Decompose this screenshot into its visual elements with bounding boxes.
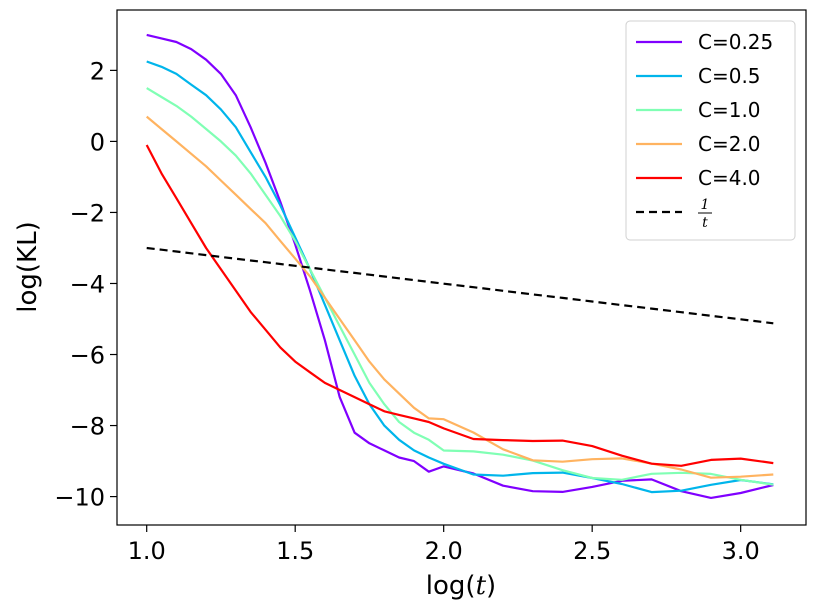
y-tick-label: 2 xyxy=(90,57,105,85)
plot-area-frame xyxy=(116,9,807,526)
legend-label: C=2.0 xyxy=(698,132,761,156)
x-tick-label: 2.5 xyxy=(573,537,611,565)
y-tick-label: −6 xyxy=(70,342,105,370)
x-tick-label: 2.0 xyxy=(425,537,463,565)
x-tick-label: 1.0 xyxy=(128,537,166,565)
series-line-c-0-5 xyxy=(146,60,774,494)
series-line-c-0-25 xyxy=(146,33,774,499)
series-line-c-2-0 xyxy=(145,115,774,479)
y-axis: 2 0 −2 −4 −6 −8 −10 xyxy=(54,57,117,512)
x-tick-label: 1.5 xyxy=(276,537,314,565)
y-tick-label: −10 xyxy=(54,484,105,512)
legend-label: C=1.0 xyxy=(698,98,761,122)
series-line-c-1-0 xyxy=(146,87,774,486)
legend: C=0.25 C=0.5 C=1.0 C=2.0 C=4.0 1 t xyxy=(625,20,796,241)
legend-label-numerator: 1 xyxy=(701,197,710,213)
series-layer xyxy=(145,33,774,499)
y-tick-label: −2 xyxy=(70,199,105,227)
x-axis-title: log(t) xyxy=(426,571,496,601)
x-axis: 1.0 1.5 2.0 2.5 3.0 xyxy=(128,525,760,565)
series-line-c-4-0 xyxy=(145,144,774,467)
y-axis-title: log(KL) xyxy=(13,221,43,312)
legend-label: C=4.0 xyxy=(698,166,761,190)
legend-label-denominator: t xyxy=(702,215,708,231)
legend-label: C=0.25 xyxy=(698,30,773,54)
y-tick-label: 0 xyxy=(90,128,105,156)
x-tick-label: 3.0 xyxy=(722,537,760,565)
x-axis-title-variable: t xyxy=(476,571,487,601)
legend-label: C=0.5 xyxy=(698,64,761,88)
y-tick-label: −8 xyxy=(70,413,105,441)
y-tick-label: −4 xyxy=(70,270,105,298)
legend-items: C=0.25 C=0.5 C=1.0 C=2.0 C=4.0 1 t xyxy=(636,30,773,231)
series-line-1-t xyxy=(146,246,774,325)
